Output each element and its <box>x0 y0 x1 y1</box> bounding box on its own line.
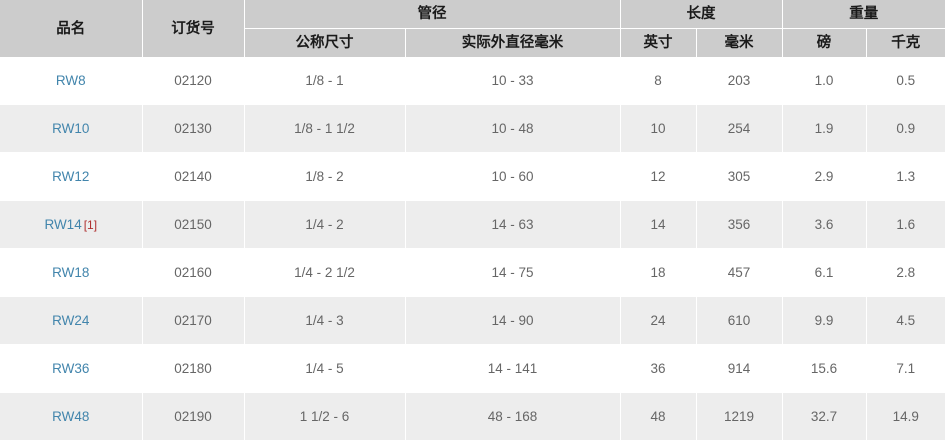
cell-length-mm: 457 <box>696 249 782 297</box>
cell-nominal-size: 1/4 - 2 <box>244 201 405 249</box>
cell-length-mm: 1219 <box>696 393 782 440</box>
cell-nominal-size: 1 1/2 - 6 <box>244 393 405 440</box>
cell-actual-outer-diameter-mm: 10 - 48 <box>405 105 620 153</box>
cell-product-name: RW12 <box>0 153 142 201</box>
cell-length-mm: 254 <box>696 105 782 153</box>
header-group-row: 品名 订货号 管径 长度 重量 <box>0 0 945 29</box>
cell-actual-outer-diameter-mm: 14 - 75 <box>405 249 620 297</box>
cell-actual-outer-diameter-mm: 14 - 141 <box>405 345 620 393</box>
cell-length-inch: 24 <box>620 297 696 345</box>
cell-order-number: 02120 <box>142 57 244 105</box>
cell-product-name: RW36 <box>0 345 142 393</box>
product-name-link[interactable]: RW8 <box>56 73 86 88</box>
column-header-length-inch: 英寸 <box>620 29 696 58</box>
cell-length-inch: 10 <box>620 105 696 153</box>
cell-length-inch: 18 <box>620 249 696 297</box>
cell-weight-lb: 3.6 <box>782 201 866 249</box>
column-header-nominal-size: 公称尺寸 <box>244 29 405 58</box>
cell-length-mm: 914 <box>696 345 782 393</box>
cell-length-inch: 48 <box>620 393 696 440</box>
cell-nominal-size: 1/4 - 5 <box>244 345 405 393</box>
cell-weight-lb: 9.9 <box>782 297 866 345</box>
cell-length-mm: 203 <box>696 57 782 105</box>
cell-weight-lb: 2.9 <box>782 153 866 201</box>
column-group-header-weight: 重量 <box>782 0 945 29</box>
cell-order-number: 02180 <box>142 345 244 393</box>
cell-nominal-size: 1/8 - 1 <box>244 57 405 105</box>
product-name-link[interactable]: RW48 <box>52 409 89 424</box>
cell-weight-kg: 1.6 <box>866 201 945 249</box>
product-name-link[interactable]: RW12 <box>52 169 89 184</box>
cell-actual-outer-diameter-mm: 14 - 63 <box>405 201 620 249</box>
cell-nominal-size: 1/8 - 1 1/2 <box>244 105 405 153</box>
cell-weight-kg: 1.3 <box>866 153 945 201</box>
cell-product-name: RW8 <box>0 57 142 105</box>
product-name-link[interactable]: RW24 <box>52 313 89 328</box>
cell-length-inch: 12 <box>620 153 696 201</box>
cell-order-number: 02170 <box>142 297 244 345</box>
cell-order-number: 02190 <box>142 393 244 440</box>
cell-product-name: RW18 <box>0 249 142 297</box>
cell-length-mm: 610 <box>696 297 782 345</box>
cell-weight-kg: 7.1 <box>866 345 945 393</box>
cell-weight-lb: 15.6 <box>782 345 866 393</box>
cell-nominal-size: 1/8 - 2 <box>244 153 405 201</box>
cell-order-number: 02150 <box>142 201 244 249</box>
cell-product-name: RW24 <box>0 297 142 345</box>
product-name-link[interactable]: RW36 <box>52 361 89 376</box>
cell-weight-lb: 6.1 <box>782 249 866 297</box>
cell-weight-lb: 1.0 <box>782 57 866 105</box>
product-name-link[interactable]: RW10 <box>52 121 89 136</box>
cell-length-mm: 356 <box>696 201 782 249</box>
cell-order-number: 02140 <box>142 153 244 201</box>
cell-actual-outer-diameter-mm: 10 - 60 <box>405 153 620 201</box>
column-header-order-number: 订货号 <box>142 0 244 57</box>
column-group-header-length: 长度 <box>620 0 782 29</box>
table-header: 品名 订货号 管径 长度 重量 公称尺寸 实际外直径毫米 英寸 毫米 磅 千克 <box>0 0 945 57</box>
cell-length-inch: 8 <box>620 57 696 105</box>
cell-product-name: RW14[1] <box>0 201 142 249</box>
column-header-product-name: 品名 <box>0 0 142 57</box>
cell-nominal-size: 1/4 - 3 <box>244 297 405 345</box>
cell-weight-kg: 2.8 <box>866 249 945 297</box>
cell-length-inch: 14 <box>620 201 696 249</box>
cell-actual-outer-diameter-mm: 48 - 168 <box>405 393 620 440</box>
cell-weight-kg: 0.5 <box>866 57 945 105</box>
footnote-reference[interactable]: [1] <box>84 218 97 232</box>
cell-actual-outer-diameter-mm: 10 - 33 <box>405 57 620 105</box>
cell-weight-kg: 14.9 <box>866 393 945 440</box>
cell-length-inch: 36 <box>620 345 696 393</box>
cell-product-name: RW48 <box>0 393 142 440</box>
cell-order-number: 02160 <box>142 249 244 297</box>
column-header-actual-outer-diameter-mm: 实际外直径毫米 <box>405 29 620 58</box>
cell-actual-outer-diameter-mm: 14 - 90 <box>405 297 620 345</box>
cell-weight-lb: 32.7 <box>782 393 866 440</box>
product-name-link[interactable]: RW18 <box>52 265 89 280</box>
cell-order-number: 02130 <box>142 105 244 153</box>
product-name-link[interactable]: RW14 <box>44 217 81 232</box>
cell-weight-kg: 4.5 <box>866 297 945 345</box>
cell-length-mm: 305 <box>696 153 782 201</box>
cell-weight-kg: 0.9 <box>866 105 945 153</box>
column-header-weight-kg: 千克 <box>866 29 945 58</box>
column-group-header-pipe-diameter: 管径 <box>244 0 620 29</box>
cell-nominal-size: 1/4 - 2 1/2 <box>244 249 405 297</box>
cell-weight-lb: 1.9 <box>782 105 866 153</box>
cell-product-name: RW10 <box>0 105 142 153</box>
column-header-length-mm: 毫米 <box>696 29 782 58</box>
column-header-weight-lb: 磅 <box>782 29 866 58</box>
